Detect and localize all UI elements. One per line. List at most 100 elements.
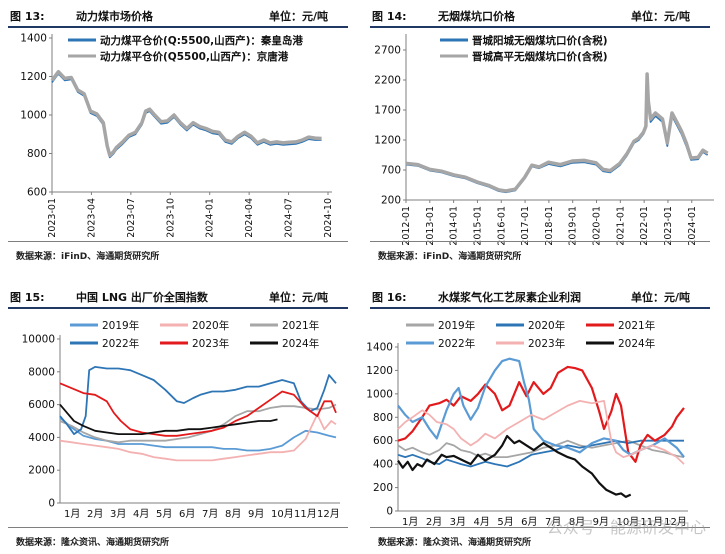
series-line <box>397 434 632 498</box>
chart-header: 图 16: 水煤浆气化工艺尿素企业利润 单位：元/吨 <box>370 285 710 309</box>
y-tick-label: 2000 <box>28 465 55 477</box>
x-tick-label: 7月 <box>202 508 218 520</box>
x-tick-label: 2023-04 <box>86 198 97 238</box>
y-tick-label: 600 <box>373 435 393 447</box>
x-tick-label: 9月 <box>593 516 609 528</box>
legend-label: 晋城高平无烟煤坑口价(含税) <box>472 50 608 63</box>
legend-label: 2019年 <box>438 319 475 332</box>
y-tick-label: 800 <box>27 148 47 160</box>
figure-number: 图 15: <box>10 291 45 304</box>
x-tick-label: 6月 <box>179 508 195 520</box>
x-tick-label: 2019-01 <box>568 206 579 246</box>
source-separator <box>8 527 348 528</box>
legend-label: 晋城阳城无烟煤坑口价(含税) <box>472 34 608 47</box>
series-line <box>59 404 278 435</box>
y-tick-label: 1700 <box>374 105 401 117</box>
figure-title: 水煤浆气化工艺尿素企业利润 <box>438 291 581 304</box>
y-tick-label: 1200 <box>374 135 401 147</box>
x-tick-label: 2024-07 <box>284 198 295 238</box>
y-tick-label: 700 <box>381 165 401 177</box>
watermark: 公众号 · 能源研发中心 <box>546 518 706 537</box>
x-tick-label: 2023-01 <box>663 206 674 246</box>
legend-label: 2024年 <box>282 337 319 350</box>
chart-header: 图 14: 无烟煤坑口价格 单位：元/吨 <box>370 4 710 28</box>
x-tick-label: 10月 <box>271 508 294 520</box>
y-tick-label: 200 <box>381 195 401 207</box>
legend-label: 2019年 <box>102 319 139 332</box>
legend-label: 2021年 <box>618 319 655 332</box>
x-tick-label: 11月 <box>640 516 663 528</box>
y-tick-label: 1000 <box>366 388 393 400</box>
figure-number: 图 13: <box>10 10 45 23</box>
unit-label: 单位：元/吨 <box>268 10 328 23</box>
x-tick-label: 2024-04 <box>244 198 255 238</box>
y-tick-label: 800 <box>373 412 393 424</box>
x-tick-label: 1月 <box>402 516 418 528</box>
x-tick-label: 3月 <box>110 508 126 520</box>
chart-panel-anthracite-price: 图 14: 无烟煤坑口价格 单位：元/吨 200 700 1200 1700 2200 2… <box>362 0 718 273</box>
figure-title: 中国 LNG 出厂价全国指数 <box>76 291 208 304</box>
data-source: 数据来源：iFinD、海通期货研究所 <box>378 252 522 262</box>
chart-svg: 600 800 1000 1200 1400 2023-01 2023-04 2023-07 2… <box>20 33 334 238</box>
x-tick-label: 8月 <box>225 508 241 520</box>
data-source: 数据来源：iFinD、海通期货研究所 <box>16 252 160 262</box>
series-line <box>59 413 337 462</box>
x-tick-label: 2014-01 <box>449 206 460 246</box>
series-line <box>59 382 337 437</box>
x-tick-label: 2021-01 <box>615 206 626 246</box>
chart-svg: 200 700 1200 1700 2200 2700 2012-01 2013-01 2014… <box>374 34 714 246</box>
legend-label: 2023年 <box>528 337 565 350</box>
x-tick-label: 2月 <box>426 516 442 528</box>
x-tick-label: 4月 <box>133 508 149 520</box>
legend-label: 2021年 <box>282 319 319 332</box>
y-tick-label: 1400 <box>20 33 47 45</box>
x-tick-label: 2013-01 <box>425 206 436 246</box>
x-tick-label: 5月 <box>156 508 172 520</box>
x-tick-label: 11月 <box>294 508 317 520</box>
x-tick-label: 8月 <box>569 516 585 528</box>
x-tick-label: 7月 <box>545 516 561 528</box>
chart-panel-coal-market-price: 图 13: 动力煤市场价格 单位：元/吨 600 800 1000 1200 1400 2… <box>0 0 356 273</box>
series-line <box>59 366 337 435</box>
legend-label: 2022年 <box>102 337 139 350</box>
x-tick-label: 6月 <box>521 516 537 528</box>
x-tick-label: 2018-01 <box>544 206 555 246</box>
x-tick-label: 5月 <box>497 516 513 528</box>
chart-panel-lng-price-index: 图 15: 中国 LNG 出厂价全国指数 单位：元/吨 0 2000 4000 600… <box>0 281 356 554</box>
y-tick-label: 2700 <box>374 45 401 57</box>
y-tick-label: 4000 <box>28 432 55 444</box>
y-tick-label: 8000 <box>28 366 55 378</box>
series-line <box>405 72 709 193</box>
y-tick-label: 2200 <box>374 75 401 87</box>
y-tick-label: 1000 <box>20 110 47 122</box>
series-line <box>51 72 322 159</box>
y-tick-label: 1200 <box>366 365 393 377</box>
source-separator <box>370 527 710 528</box>
x-tick-label: 12月 <box>317 508 340 520</box>
x-tick-label: 2023-01 <box>47 198 58 238</box>
x-tick-label: 2024-10 <box>323 198 334 238</box>
source-separator <box>8 241 348 242</box>
x-tick-label: 1月 <box>64 508 80 520</box>
legend-label: 2020年 <box>192 319 229 332</box>
series-line <box>59 403 337 444</box>
legend-label: 2023年 <box>192 337 229 350</box>
figure-number: 图 16: <box>372 291 407 304</box>
unit-label: 单位：元/吨 <box>630 10 690 23</box>
unit-label: 单位：元/吨 <box>630 291 690 304</box>
legend-label: 2022年 <box>438 337 475 350</box>
chart-svg: 0 200 400 600 800 1000 1200 1400 1月 2月 3月 4月 5月 6月 7月 8… <box>366 319 688 528</box>
series-line <box>50 69 322 158</box>
y-tick-label: 200 <box>373 482 393 494</box>
x-tick-label: 2020-01 <box>592 206 603 246</box>
x-tick-label: 2024-01 <box>205 198 216 238</box>
source-separator <box>370 241 710 242</box>
x-tick-label: 2017-01 <box>520 206 531 246</box>
y-tick-label: 0 <box>386 506 393 518</box>
x-tick-label: 2024-01 <box>687 206 698 246</box>
y-tick-label: 10000 <box>22 334 55 346</box>
figure-title: 动力煤市场价格 <box>76 10 153 23</box>
x-tick-label: 2022-01 <box>639 206 650 246</box>
y-tick-label: 6000 <box>28 399 55 411</box>
x-tick-label: 2016-01 <box>496 206 507 246</box>
